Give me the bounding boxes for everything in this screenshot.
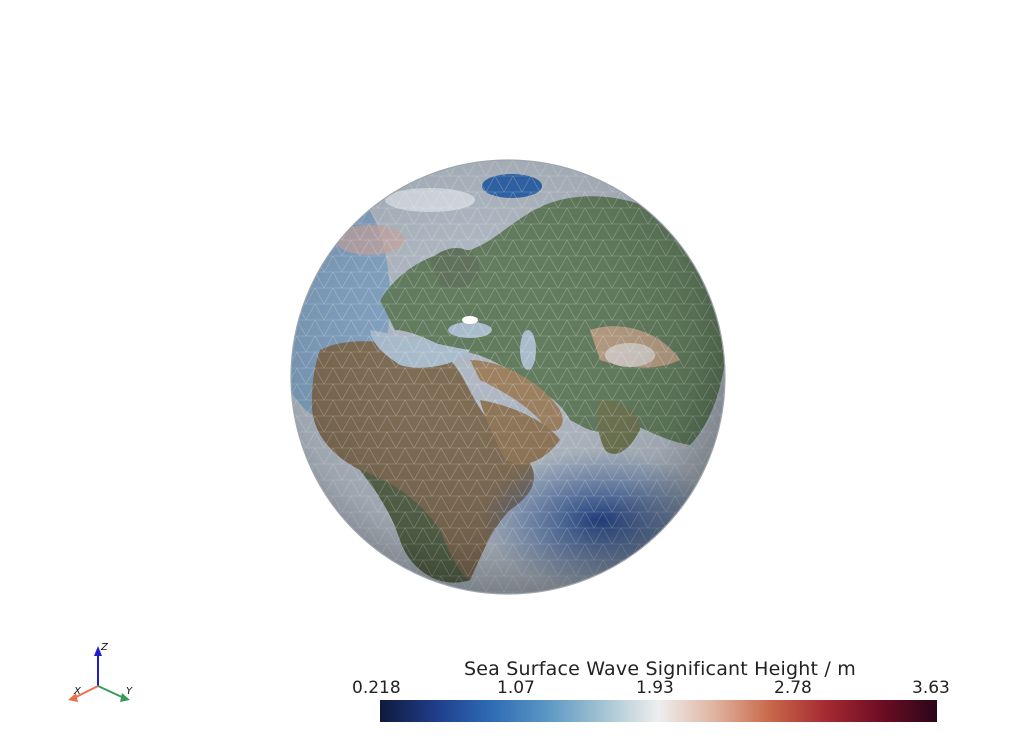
y-axis-label: Y bbox=[126, 686, 133, 697]
scalar-bar-tick-2: 1.93 bbox=[636, 678, 674, 698]
scalar-bar-gradient bbox=[380, 700, 937, 722]
x-axis-label: X bbox=[73, 686, 82, 697]
z-axis-label: Z bbox=[100, 642, 109, 653]
z-axis bbox=[94, 646, 102, 686]
scalar-bar-title: Sea Surface Wave Significant Height / m bbox=[464, 658, 856, 680]
orientation-axes: Z X Y bbox=[60, 640, 140, 710]
scalar-bar-tick-4: 3.63 bbox=[912, 678, 950, 698]
y-axis bbox=[97, 685, 130, 702]
scalar-bar-tick-0: 0.218 bbox=[352, 678, 401, 698]
globe-outline bbox=[290, 159, 726, 595]
scalar-bar-tick-3: 2.78 bbox=[774, 678, 812, 698]
scalar-bar-tick-1: 1.07 bbox=[497, 678, 535, 698]
scalar-bar: Sea Surface Wave Significant Height / m … bbox=[340, 658, 980, 738]
x-axis bbox=[68, 685, 99, 702]
